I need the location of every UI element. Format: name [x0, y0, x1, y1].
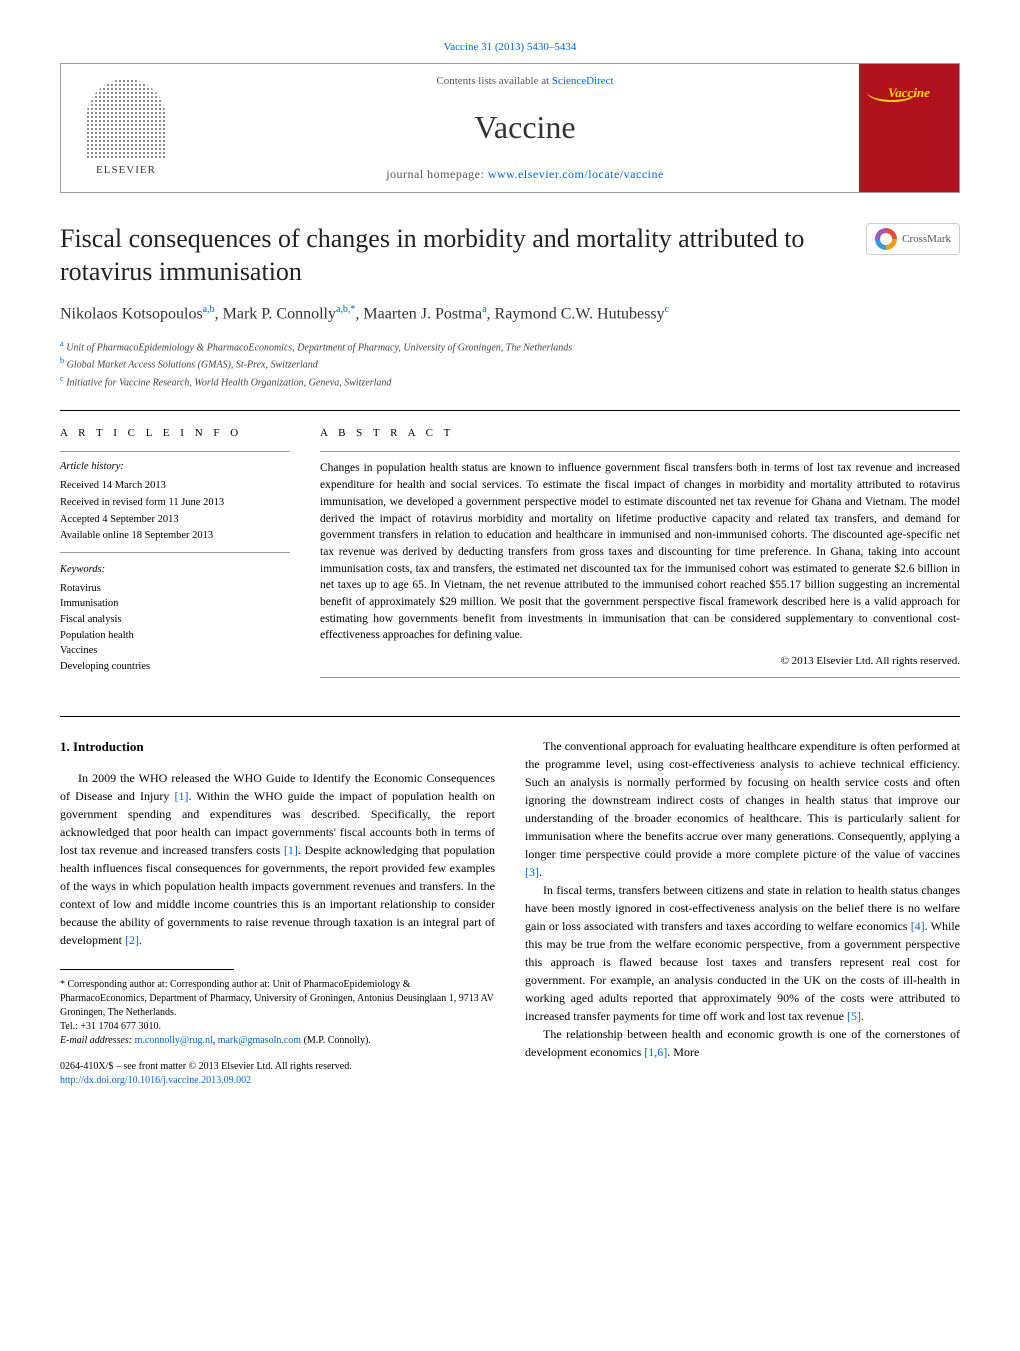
elsevier-logo: ELSEVIER — [61, 64, 191, 192]
corr-email-line: E-mail addresses: m.connolly@rug.nl, mar… — [60, 1034, 495, 1048]
keyword: Fiscal analysis — [60, 613, 290, 628]
author-2-sup[interactable]: a,b,* — [336, 304, 355, 315]
header-center: Contents lists available at ScienceDirec… — [191, 64, 859, 192]
author-4: Raymond C.W. Hutubessy — [495, 306, 665, 323]
homepage-link[interactable]: www.elsevier.com/locate/vaccine — [488, 167, 664, 181]
author-1-sup[interactable]: a,b — [203, 304, 215, 315]
corr-tel: Tel.: +31 1704 677 3010. — [60, 1020, 495, 1034]
article-info: A R T I C L E I N F O Article history: R… — [60, 426, 290, 686]
citation-link[interactable]: [1,6] — [644, 1045, 667, 1059]
affiliation-c: c Initiative for Vaccine Research, World… — [60, 373, 960, 390]
keyword: Developing countries — [60, 660, 290, 675]
body-columns: 1. Introduction In 2009 the WHO released… — [60, 737, 960, 1088]
abstract: A B S T R A C T Changes in population he… — [320, 426, 960, 686]
article-info-heading: A R T I C L E I N F O — [60, 426, 290, 441]
contents-line: Contents lists available at ScienceDirec… — [436, 74, 613, 89]
author-3-sup[interactable]: a — [482, 304, 486, 315]
history-accepted: Accepted 4 September 2013 — [60, 513, 290, 528]
doi-link[interactable]: http://dx.doi.org/10.1016/j.vaccine.2013… — [60, 1075, 251, 1086]
corr-text: * Corresponding author at: Corresponding… — [60, 978, 495, 1020]
info-divider — [60, 451, 290, 452]
aff-text-b: Global Market Access Solutions (GMAS), S… — [67, 360, 318, 371]
email-label: E-mail addresses: — [60, 1035, 135, 1046]
contents-prefix: Contents lists available at — [436, 75, 551, 87]
abstract-divider — [320, 451, 960, 452]
keyword: Population health — [60, 629, 290, 644]
affiliation-a: a Unit of PharmacoEpidemiology & Pharmac… — [60, 338, 960, 355]
aff-sup-a: a — [60, 339, 64, 348]
aff-text-a: Unit of PharmacoEpidemiology & PharmacoE… — [66, 342, 572, 353]
citation-link[interactable]: [3] — [525, 865, 539, 879]
info-divider-2 — [60, 552, 290, 553]
copyright: © 2013 Elsevier Ltd. All rights reserved… — [320, 654, 960, 669]
journal-cover-thumbnail: Vaccine — [859, 64, 959, 192]
email-link-2[interactable]: mark@gmasoln.com — [218, 1035, 301, 1046]
right-paragraph-1: The conventional approach for evaluating… — [525, 737, 960, 881]
journal-homepage: journal homepage: www.elsevier.com/locat… — [386, 166, 664, 183]
history-revised: Received in revised form 11 June 2013 — [60, 496, 290, 511]
elsevier-tree-icon — [86, 79, 166, 159]
crossmark-button[interactable]: CrossMark — [866, 223, 960, 255]
history-online: Available online 18 September 2013 — [60, 529, 290, 544]
email-link-1[interactable]: m.connolly@rug.nl — [135, 1035, 213, 1046]
author-1: Nikolaos Kotsopoulos — [60, 306, 203, 323]
author-4-sup[interactable]: c — [665, 304, 669, 315]
citation-link[interactable]: [1] — [284, 843, 298, 857]
keywords-label: Keywords: — [60, 563, 290, 578]
keyword: Immunisation — [60, 597, 290, 612]
affiliations: a Unit of PharmacoEpidemiology & Pharmac… — [60, 338, 960, 390]
affiliation-b: b Global Market Access Solutions (GMAS),… — [60, 355, 960, 372]
abstract-heading: A B S T R A C T — [320, 426, 960, 441]
doi-block: 0264-410X/$ – see front matter © 2013 El… — [60, 1060, 495, 1088]
authors-line: Nikolaos Kotsopoulosa,b, Mark P. Connoll… — [60, 303, 960, 326]
crossmark-label: CrossMark — [902, 232, 951, 247]
journal-name: Vaccine — [474, 105, 575, 150]
journal-header: ELSEVIER Contents lists available at Sci… — [60, 63, 960, 193]
elsevier-label: ELSEVIER — [96, 163, 156, 178]
keyword: Rotavirus — [60, 582, 290, 597]
abstract-divider-bottom — [320, 677, 960, 678]
journal-reference: Vaccine 31 (2013) 5430–5434 — [60, 40, 960, 55]
footnote-divider — [60, 969, 234, 970]
crossmark-icon — [875, 228, 897, 250]
sciencedirect-link[interactable]: ScienceDirect — [552, 75, 614, 87]
right-paragraph-3: The relationship between health and econ… — [525, 1025, 960, 1061]
intro-paragraph-1: In 2009 the WHO released the WHO Guide t… — [60, 769, 495, 949]
article-title: Fiscal consequences of changes in morbid… — [60, 223, 846, 288]
email-suffix: (M.P. Connolly). — [301, 1035, 371, 1046]
citation-link[interactable]: [1] — [174, 789, 188, 803]
aff-sup-c: c — [60, 374, 64, 383]
keyword: Vaccines — [60, 644, 290, 659]
history-label: Article history: — [60, 460, 290, 475]
aff-text-c: Initiative for Vaccine Research, World H… — [66, 377, 391, 388]
issn-line: 0264-410X/$ – see front matter © 2013 El… — [60, 1060, 495, 1074]
aff-sup-b: b — [60, 356, 64, 365]
author-2: Mark P. Connolly — [223, 306, 336, 323]
citation-link[interactable]: [5] — [847, 1009, 861, 1023]
citation-link[interactable]: [2] — [125, 933, 139, 947]
column-right: The conventional approach for evaluating… — [525, 737, 960, 1088]
author-3: Maarten J. Postma — [363, 306, 482, 323]
section-heading-intro: 1. Introduction — [60, 737, 495, 757]
divider-2 — [60, 716, 960, 717]
column-left: 1. Introduction In 2009 the WHO released… — [60, 737, 495, 1088]
homepage-prefix: journal homepage: — [386, 167, 488, 181]
divider — [60, 410, 960, 411]
abstract-text: Changes in population health status are … — [320, 460, 960, 643]
history-received: Received 14 March 2013 — [60, 479, 290, 494]
right-paragraph-2: In fiscal terms, transfers between citiz… — [525, 881, 960, 1025]
citation-link[interactable]: [4] — [911, 919, 925, 933]
corresponding-author-footnote: * Corresponding author at: Corresponding… — [60, 978, 495, 1048]
